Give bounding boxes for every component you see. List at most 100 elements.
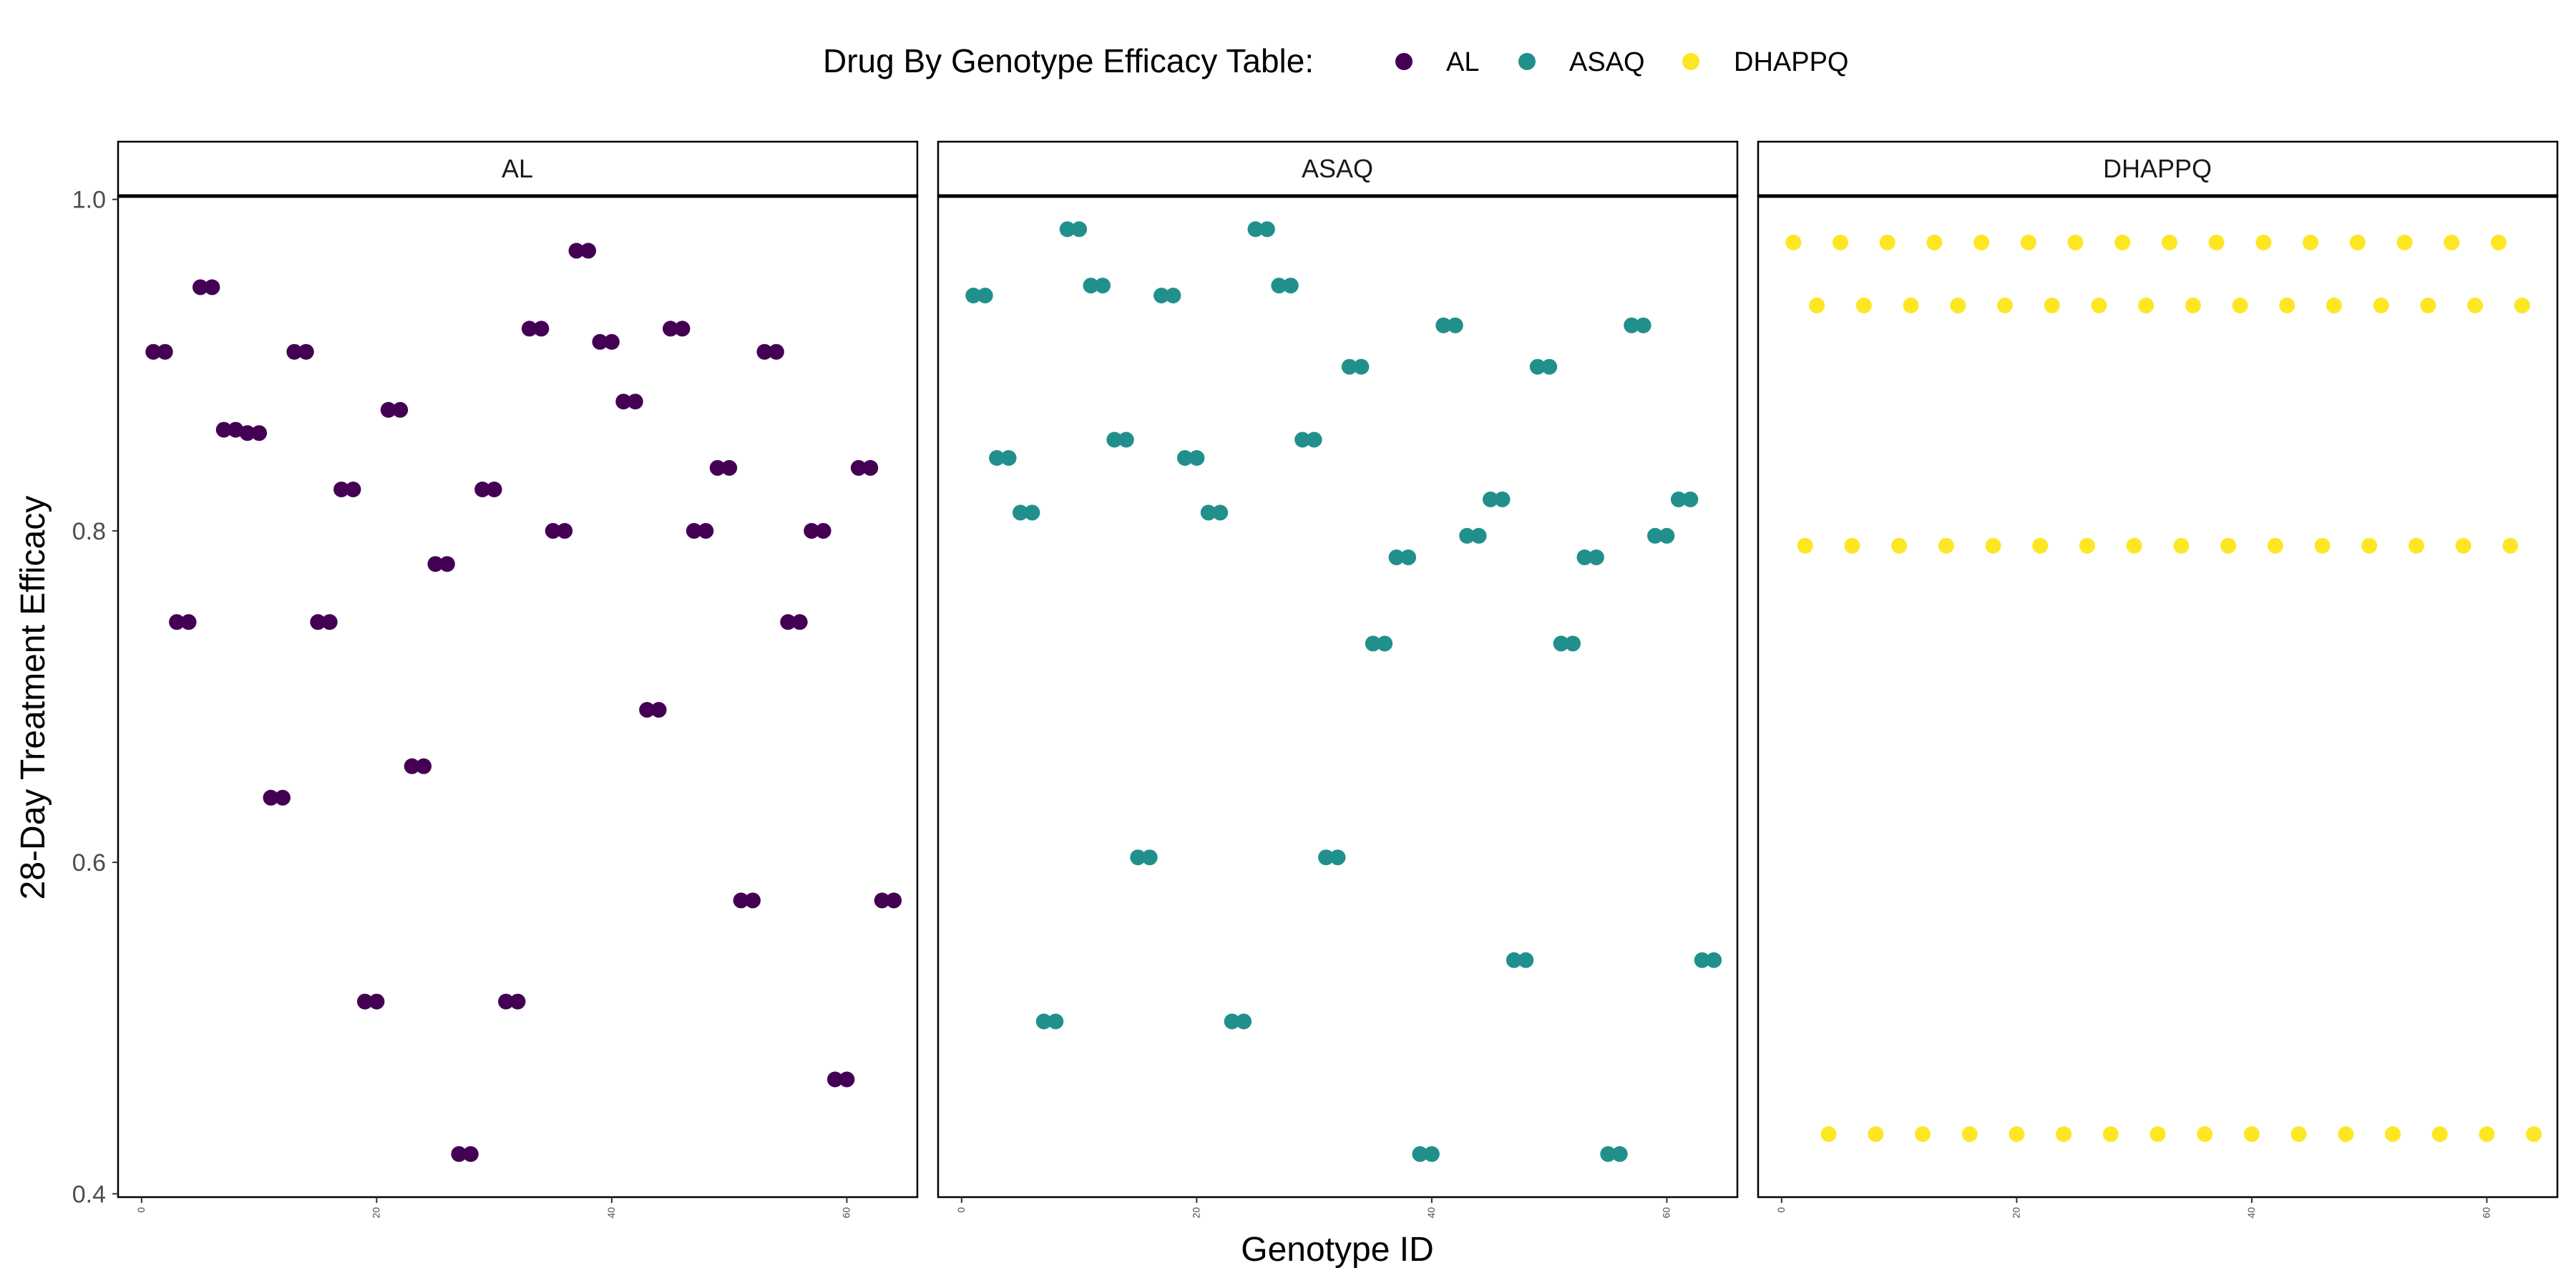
data-point <box>2455 537 2472 554</box>
data-point <box>756 343 773 360</box>
data-point <box>791 614 808 630</box>
data-point <box>2303 234 2318 250</box>
data-point <box>1985 537 2001 554</box>
data-point <box>545 522 561 539</box>
data-point <box>2420 297 2436 313</box>
data-point <box>1189 450 1205 466</box>
strip-label-asaq: ASAQ <box>1302 154 1373 183</box>
data-point <box>204 279 220 296</box>
data-point <box>1659 527 1675 544</box>
data-point <box>1048 1013 1064 1030</box>
data-point <box>2032 537 2049 554</box>
data-point <box>1833 234 1848 250</box>
x-ticks-asaq: 0 20 40 60 <box>955 1197 1672 1219</box>
data-point <box>721 459 738 476</box>
x-axis-title: Genotype ID <box>1241 1231 1433 1269</box>
data-point <box>1974 234 1990 250</box>
data-point <box>2185 297 2201 313</box>
data-point <box>1459 527 1475 544</box>
y-axis-title: 28-Day Treatment Efficacy <box>14 496 52 900</box>
data-point <box>1494 491 1511 507</box>
data-point <box>345 482 361 497</box>
data-point <box>251 425 268 441</box>
data-point <box>1365 635 1381 652</box>
data-point <box>1600 1146 1616 1162</box>
data-point <box>2126 537 2142 554</box>
data-point <box>2349 234 2366 250</box>
data-point <box>768 343 784 360</box>
data-point <box>2408 537 2424 554</box>
data-point <box>2502 537 2519 554</box>
data-point <box>2150 1126 2166 1142</box>
data-point <box>1670 491 1687 507</box>
x-ticks-al: 0 20 40 60 <box>135 1197 852 1219</box>
data-point <box>1647 527 1663 544</box>
data-point <box>2114 234 2131 250</box>
data-point <box>2067 234 2084 250</box>
data-point <box>1306 431 1322 448</box>
data-point <box>333 482 350 497</box>
data-point <box>1271 278 1287 294</box>
data-point <box>1820 1126 1837 1142</box>
x-tick-label: 0 <box>135 1207 147 1213</box>
data-point <box>275 789 291 806</box>
x-tick-label: 40 <box>2245 1207 2257 1219</box>
data-point <box>1797 537 1813 554</box>
legend-key-asaq <box>1518 53 1536 70</box>
data-point <box>1141 849 1158 866</box>
data-point <box>239 425 255 441</box>
data-point <box>1624 317 1640 333</box>
x-tick-label: 40 <box>605 1207 617 1219</box>
y-axis: 0.4 0.6 0.8 1.0 <box>72 187 118 1208</box>
data-point <box>2467 297 2483 313</box>
data-point <box>1483 491 1498 507</box>
legend-label-dhappq: DHAPPQ <box>1734 47 1848 77</box>
data-point <box>2526 1126 2542 1142</box>
y-tick-label: 0.6 <box>72 849 106 877</box>
data-point <box>2161 234 2177 250</box>
data-point <box>1330 849 1346 866</box>
data-point <box>1926 234 1943 250</box>
data-point <box>1388 549 1405 565</box>
data-point <box>2279 297 2296 313</box>
x-tick-label: 20 <box>370 1207 381 1219</box>
data-point <box>2020 234 2036 250</box>
data-point <box>357 993 373 1010</box>
data-point <box>1200 504 1216 521</box>
data-point <box>1177 450 1193 466</box>
data-point <box>2361 537 2378 554</box>
data-point <box>145 343 162 360</box>
data-point <box>2396 234 2413 250</box>
data-point <box>462 1146 479 1162</box>
data-point <box>192 279 208 296</box>
data-point <box>1024 504 1040 521</box>
data-point <box>1236 1013 1252 1030</box>
data-point <box>215 421 232 438</box>
data-point <box>977 288 993 303</box>
data-point <box>862 459 879 476</box>
data-point <box>1844 537 1860 554</box>
data-point <box>1891 537 1908 554</box>
data-point <box>709 459 726 476</box>
data-point <box>1706 952 1722 968</box>
data-point <box>1855 297 1872 313</box>
data-point <box>286 343 303 360</box>
legend-title: Drug By Genotype Efficacy Table: <box>823 42 1314 79</box>
data-point <box>533 321 550 337</box>
data-point <box>1118 431 1134 448</box>
data-point <box>2208 234 2225 250</box>
legend-key-dhappq <box>1682 53 1699 70</box>
data-point <box>686 522 702 539</box>
strip-label-dhappq: DHAPPQ <box>2103 154 2212 183</box>
data-point <box>2056 1126 2072 1142</box>
data-point <box>1879 234 1896 250</box>
data-point <box>639 702 655 718</box>
data-point <box>392 401 409 418</box>
data-point <box>1938 537 1954 554</box>
data-point <box>1282 278 1299 294</box>
x-tick-label: 40 <box>1425 1207 1437 1219</box>
x-tick-label: 20 <box>2010 1207 2021 1219</box>
data-point <box>486 482 502 497</box>
data-point <box>1694 952 1710 968</box>
